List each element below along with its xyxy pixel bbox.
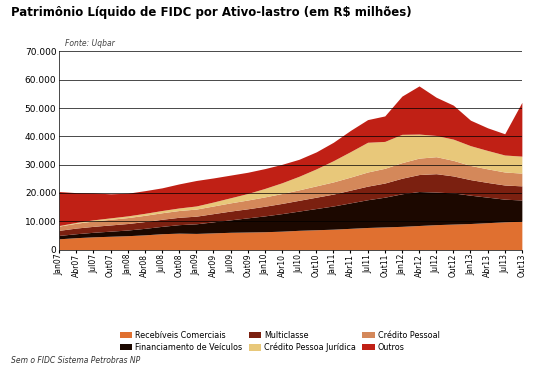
Text: Patrimônio Líquido de FIDC por Ativo-lastro (em R$ milhões): Patrimônio Líquido de FIDC por Ativo-las… [11,6,412,18]
Legend: Recebíveis Comerciais, Financiamento de Veículos, Multiclasse, Crédito Pessoa Ju: Recebíveis Comerciais, Financiamento de … [117,327,443,356]
Text: Sem o FIDC Sistema Petrobras NP: Sem o FIDC Sistema Petrobras NP [11,356,140,365]
Text: Fonte: Uqbar: Fonte: Uqbar [65,39,114,48]
